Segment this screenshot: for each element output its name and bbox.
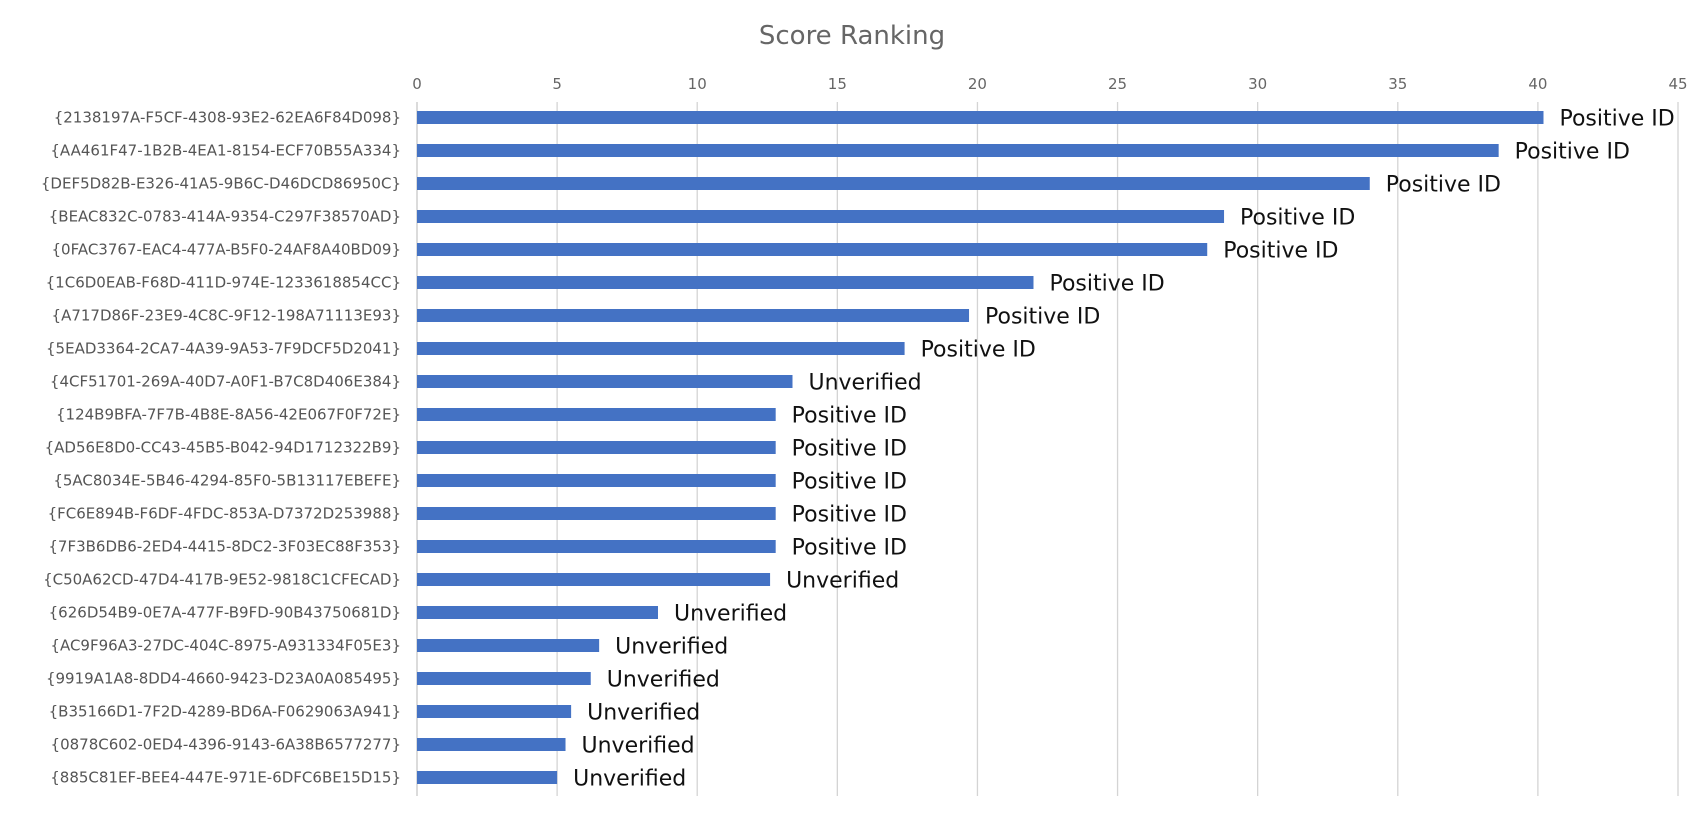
y-category-label: {885C81EF-BEE4-447E-971E-6DFC6BE15D15}	[50, 769, 401, 787]
y-category-label: {AA461F47-1B2B-4EA1-8154-ECF70B55A334}	[50, 142, 401, 160]
bar	[417, 375, 793, 388]
x-tick-label: 20	[968, 75, 987, 93]
y-category-label: {FC6E894B-F6DF-4FDC-853A-D7372D253988}	[48, 505, 401, 523]
y-category-label: {0878C602-0ED4-4396-9143-6A38B6577277}	[51, 736, 401, 754]
y-category-label: {5EAD3364-2CA7-4A39-9A53-7F9DCF5D2041}	[46, 340, 401, 358]
bar-data-label: Unverified	[674, 602, 787, 627]
bar-data-label: Unverified	[808, 371, 921, 396]
bar-data-label: Positive ID	[1240, 206, 1355, 231]
y-category-label: {0FAC3767-EAC4-477A-B5F0-24AF8A40BD09}	[52, 241, 402, 259]
y-category-label: {124B9BFA-7F7B-4B8E-8A56-42E067F0F72E}	[56, 406, 401, 424]
bar	[417, 639, 600, 652]
bar-data-label: Unverified	[615, 635, 728, 660]
x-tick-label: 5	[552, 75, 562, 93]
bar-data-label: Unverified	[786, 569, 899, 594]
bar	[417, 243, 1208, 256]
x-tick-label: 30	[1248, 75, 1267, 93]
bar	[417, 144, 1499, 157]
x-tick-label: 0	[412, 75, 422, 93]
bar	[417, 672, 591, 685]
bar	[417, 441, 776, 454]
y-category-label: {AC9F96A3-27DC-404C-8975-A931334F05E3}	[50, 637, 401, 655]
bar	[417, 705, 572, 718]
bar-data-label: Positive ID	[985, 305, 1100, 330]
y-category-label: {5AC8034E-5B46-4294-85F0-5B13117EBEFE}	[53, 472, 401, 490]
x-tick-label: 15	[828, 75, 847, 93]
x-axis-ticks: 0 5 10 15 20 25 30 35 40 45	[412, 75, 1687, 93]
bar-data-label: Positive ID	[792, 404, 907, 429]
bar	[417, 771, 558, 784]
bar-data-label: Positive ID	[1559, 107, 1674, 132]
bar	[417, 342, 905, 355]
bar-data-label: Positive ID	[1049, 272, 1164, 297]
bar	[417, 573, 771, 586]
bar-data-label: Unverified	[582, 734, 695, 759]
chart-title: Score Ranking	[759, 21, 945, 51]
bar-data-label: Positive ID	[792, 470, 907, 495]
bar-data-label: Positive ID	[792, 536, 907, 561]
x-tick-label: 40	[1528, 75, 1547, 93]
y-category-label: {AD56E8D0-CC43-45B5-B042-94D1712322B9}	[45, 439, 401, 457]
x-tick-label: 45	[1668, 75, 1687, 93]
bar-data-label: Unverified	[587, 701, 700, 726]
y-category-label: {2138197A-F5CF-4308-93E2-62EA6F84D098}	[54, 109, 401, 127]
y-axis-categories: {2138197A-F5CF-4308-93E2-62EA6F84D098} {A…	[41, 109, 401, 787]
bar-data-label: Positive ID	[792, 437, 907, 462]
bar	[417, 111, 1544, 124]
bar-data-label: Positive ID	[1386, 173, 1501, 198]
bar	[417, 177, 1370, 190]
y-category-label: {B35166D1-7F2D-4289-BD6A-F0629063A941}	[49, 703, 401, 721]
x-tick-label: 25	[1108, 75, 1127, 93]
bar	[417, 276, 1034, 289]
y-category-label: {DEF5D82B-E326-41A5-9B6C-D46DCD86950C}	[41, 175, 401, 193]
y-category-label: {BEAC832C-0783-414A-9354-C297F38570AD}	[49, 208, 401, 226]
bar-data-label: Positive ID	[1515, 140, 1630, 165]
bar	[417, 474, 776, 487]
y-category-label: {1C6D0EAB-F68D-411D-974E-1233618854CC}	[46, 274, 401, 292]
x-tick-label: 35	[1388, 75, 1407, 93]
bar-data-label: Positive ID	[792, 503, 907, 528]
data-labels: Positive ID Positive ID Positive ID Positiv…	[573, 107, 1675, 792]
bar	[417, 738, 566, 751]
y-category-label: {A717D86F-23E9-4C8C-9F12-198A71113E93}	[52, 307, 401, 325]
bar	[417, 309, 970, 322]
bar	[417, 540, 776, 553]
x-tick-label: 10	[688, 75, 707, 93]
bar	[417, 210, 1225, 223]
bar-data-label: Positive ID	[921, 338, 1036, 363]
bar-data-label: Unverified	[607, 668, 720, 693]
y-category-label: {C50A62CD-47D4-417B-9E52-9818C1CFECAD}	[43, 571, 401, 589]
bar-data-label: Positive ID	[1223, 239, 1338, 264]
bar-data-label: Unverified	[573, 767, 686, 792]
y-category-label: {9919A1A8-8DD4-4660-9423-D23A0A085495}	[46, 670, 401, 688]
bar	[417, 507, 776, 520]
bar	[417, 606, 658, 619]
y-category-label: {4CF51701-269A-40D7-A0F1-B7C8D406E384}	[50, 373, 401, 391]
y-category-label: {626D54B9-0E7A-477F-B9FD-90B43750681D}	[49, 604, 401, 622]
y-category-label: {7F3B6DB6-2ED4-4415-8DC2-3F03EC88F353}	[48, 538, 401, 556]
bars	[417, 111, 1544, 784]
bar	[417, 408, 776, 421]
